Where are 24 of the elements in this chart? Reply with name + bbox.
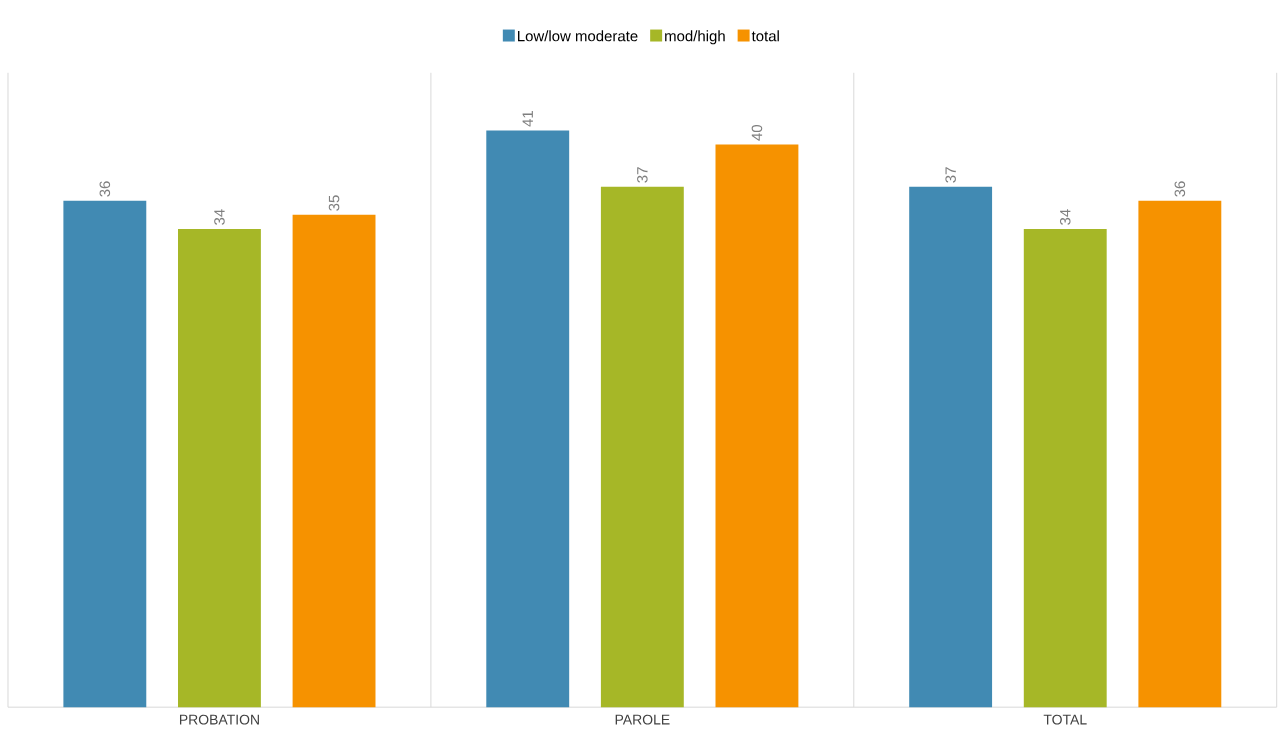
x-tick-label: PROBATION	[179, 714, 259, 725]
data-label: 37	[945, 167, 956, 183]
bar	[909, 186, 993, 708]
bar	[178, 228, 261, 708]
bar	[486, 130, 570, 708]
data-label: 36	[1174, 181, 1186, 197]
data-label: 37	[637, 167, 648, 183]
bar	[1138, 200, 1222, 708]
legend-label: total	[751, 30, 779, 42]
bar	[292, 214, 376, 708]
data-label: 34	[214, 209, 225, 225]
x-tick-label: PAROLE	[615, 714, 670, 725]
data-label: 34	[1059, 209, 1071, 225]
legend-label: Low/low moderate	[518, 30, 638, 42]
legend-label: mod/high	[665, 30, 725, 45]
data-label: 36	[99, 181, 111, 197]
x-tick-label: TOTAL	[1043, 714, 1087, 725]
bar	[600, 186, 684, 708]
bar	[1023, 228, 1107, 708]
bar	[63, 200, 147, 708]
bar	[715, 144, 799, 708]
data-label: 35	[328, 195, 340, 211]
data-label: 41	[522, 111, 533, 127]
data-label: 40	[751, 124, 763, 141]
